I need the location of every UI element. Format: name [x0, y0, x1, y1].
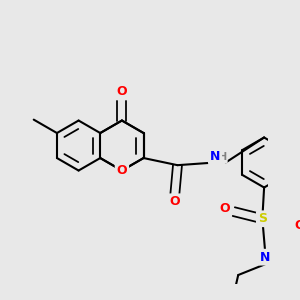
Text: N: N — [260, 251, 270, 264]
Text: O: O — [295, 219, 300, 232]
Text: O: O — [117, 164, 127, 177]
Text: H: H — [218, 152, 226, 162]
Text: O: O — [169, 195, 180, 208]
Text: N: N — [210, 150, 220, 163]
Text: S: S — [258, 212, 267, 225]
Text: O: O — [117, 85, 127, 98]
Text: O: O — [220, 202, 230, 215]
